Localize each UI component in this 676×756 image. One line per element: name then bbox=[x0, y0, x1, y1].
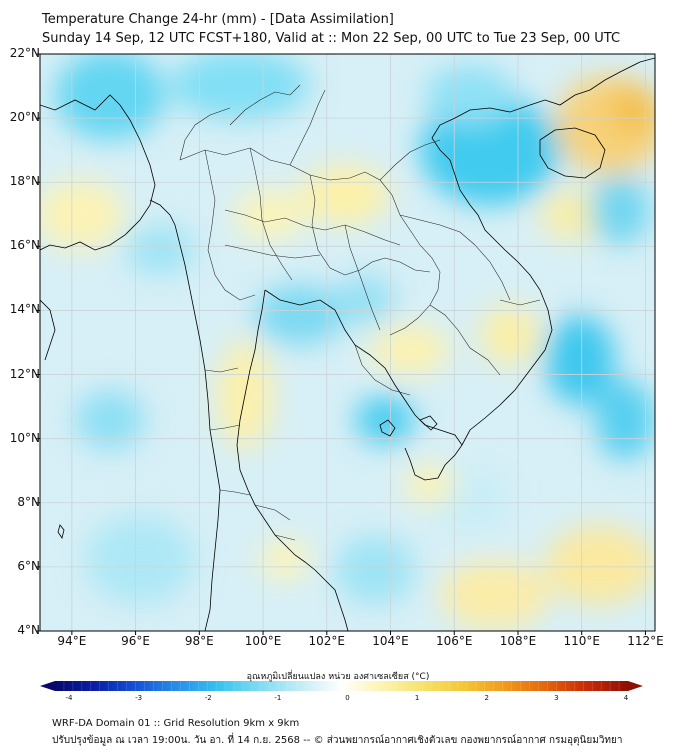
footer-model-info: WRF-DA Domain 01 :: Grid Resolution 9km … bbox=[52, 718, 300, 729]
lon-label: 94°E bbox=[57, 634, 87, 648]
lon-label: 108°E bbox=[499, 634, 537, 648]
axis-ticks bbox=[36, 53, 646, 635]
colorbar bbox=[40, 681, 643, 691]
lon-label: 112°E bbox=[627, 634, 664, 648]
lon-label: 110°E bbox=[563, 634, 600, 648]
colorbar-tick-label: 3 bbox=[554, 694, 559, 702]
lat-label: 16°N bbox=[9, 238, 40, 253]
lon-label: 100°E bbox=[244, 634, 282, 648]
lat-label: 20°N bbox=[9, 110, 40, 125]
lon-label: 98°E bbox=[184, 634, 214, 648]
colorbar-max-arrow bbox=[628, 681, 643, 691]
colorbar-tick-label: -4 bbox=[65, 694, 73, 702]
colorbar-min-arrow bbox=[40, 681, 55, 691]
lat-label: 14°N bbox=[9, 302, 40, 317]
lat-label: 8°N bbox=[17, 494, 40, 509]
colorbar-tick-label: -1 bbox=[274, 694, 282, 702]
temperature-change-map bbox=[36, 53, 656, 691]
lon-label: 106°E bbox=[435, 634, 473, 648]
lon-label: 102°E bbox=[308, 634, 346, 648]
colorbar-tick-label: 4 bbox=[623, 694, 629, 702]
colorbar-segments bbox=[63, 681, 620, 691]
lat-label: 22°N bbox=[9, 46, 40, 60]
lat-label: 18°N bbox=[9, 174, 40, 189]
lat-label: 10°N bbox=[9, 430, 40, 445]
lat-label: 4°N bbox=[17, 623, 40, 637]
map-subtitle: Sunday 14 Sep, 12 UTC FCST+180, Valid at… bbox=[42, 31, 621, 46]
temperature-field bbox=[40, 54, 655, 631]
colorbar-tick-label: 0 bbox=[345, 694, 350, 702]
colorbar-tick-label: 1 bbox=[414, 694, 420, 702]
coastlines bbox=[40, 57, 655, 631]
lon-label: 96°E bbox=[121, 634, 151, 648]
colorbar-tick-label: -2 bbox=[204, 694, 212, 702]
colorbar-tick-label: 2 bbox=[484, 694, 489, 702]
map-frame bbox=[39, 53, 656, 632]
colorbar-title: อุณหภูมิเปลี่ยนแปลง หน่วย องศาเซลเซียส (… bbox=[246, 672, 430, 682]
colorbar-tick-label: -3 bbox=[135, 694, 143, 702]
lon-label: 104°E bbox=[372, 634, 409, 648]
province-borders bbox=[179, 84, 541, 541]
map-title: Temperature Change 24-hr (mm) - [Data As… bbox=[42, 12, 394, 27]
lat-label: 12°N bbox=[9, 366, 40, 381]
lat-lon-gridlines bbox=[40, 54, 655, 631]
colorbar-gradient bbox=[55, 681, 628, 691]
lat-label: 6°N bbox=[17, 558, 40, 573]
footer-credit: ปรับปรุงข้อมูล ณ เวลา 19:00น. วัน อา. ที… bbox=[52, 735, 623, 746]
